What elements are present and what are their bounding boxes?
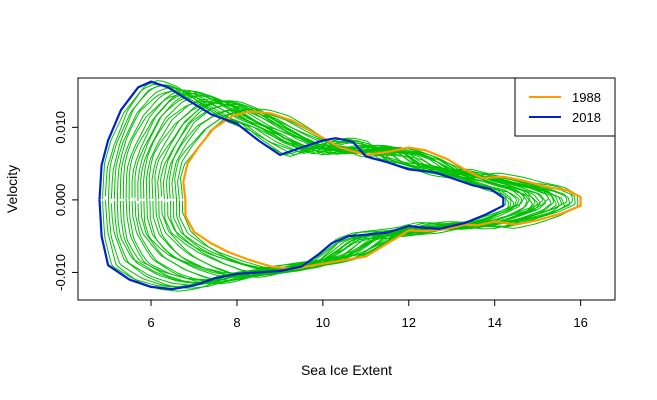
x-axis-title: Sea Ice Extent [301, 362, 392, 378]
x-tick-label: 10 [316, 315, 330, 330]
plot-frame [77, 77, 616, 301]
x-tick-label: 14 [487, 315, 501, 330]
legend: 1988 2018 [514, 77, 616, 137]
y-axis-title: Velocity [4, 165, 20, 213]
x-tick-label: 8 [233, 315, 240, 330]
series-line-2018 [98, 80, 505, 291]
intermediate-curve [165, 103, 565, 276]
x-tick-label: 16 [573, 315, 587, 330]
y-axis: -0.010 0.000 0.010 [53, 111, 78, 291]
legend-label-2018: 2018 [572, 110, 601, 125]
x-tick-label: 6 [147, 315, 154, 330]
x-tick-label: 12 [402, 315, 416, 330]
intermediate-year-curves [101, 80, 579, 292]
y-tick-label: -0.010 [53, 254, 68, 291]
x-axis: 6 8 10 12 14 16 [147, 300, 588, 330]
legend-label-1988: 1988 [572, 90, 601, 105]
intermediate-curve [162, 105, 563, 274]
legend-box [514, 77, 616, 137]
highlighted-series [98, 80, 582, 291]
y-tick-label: 0.010 [53, 111, 68, 144]
y-tick-label: 0.000 [53, 184, 68, 217]
intermediate-curve [119, 89, 523, 284]
